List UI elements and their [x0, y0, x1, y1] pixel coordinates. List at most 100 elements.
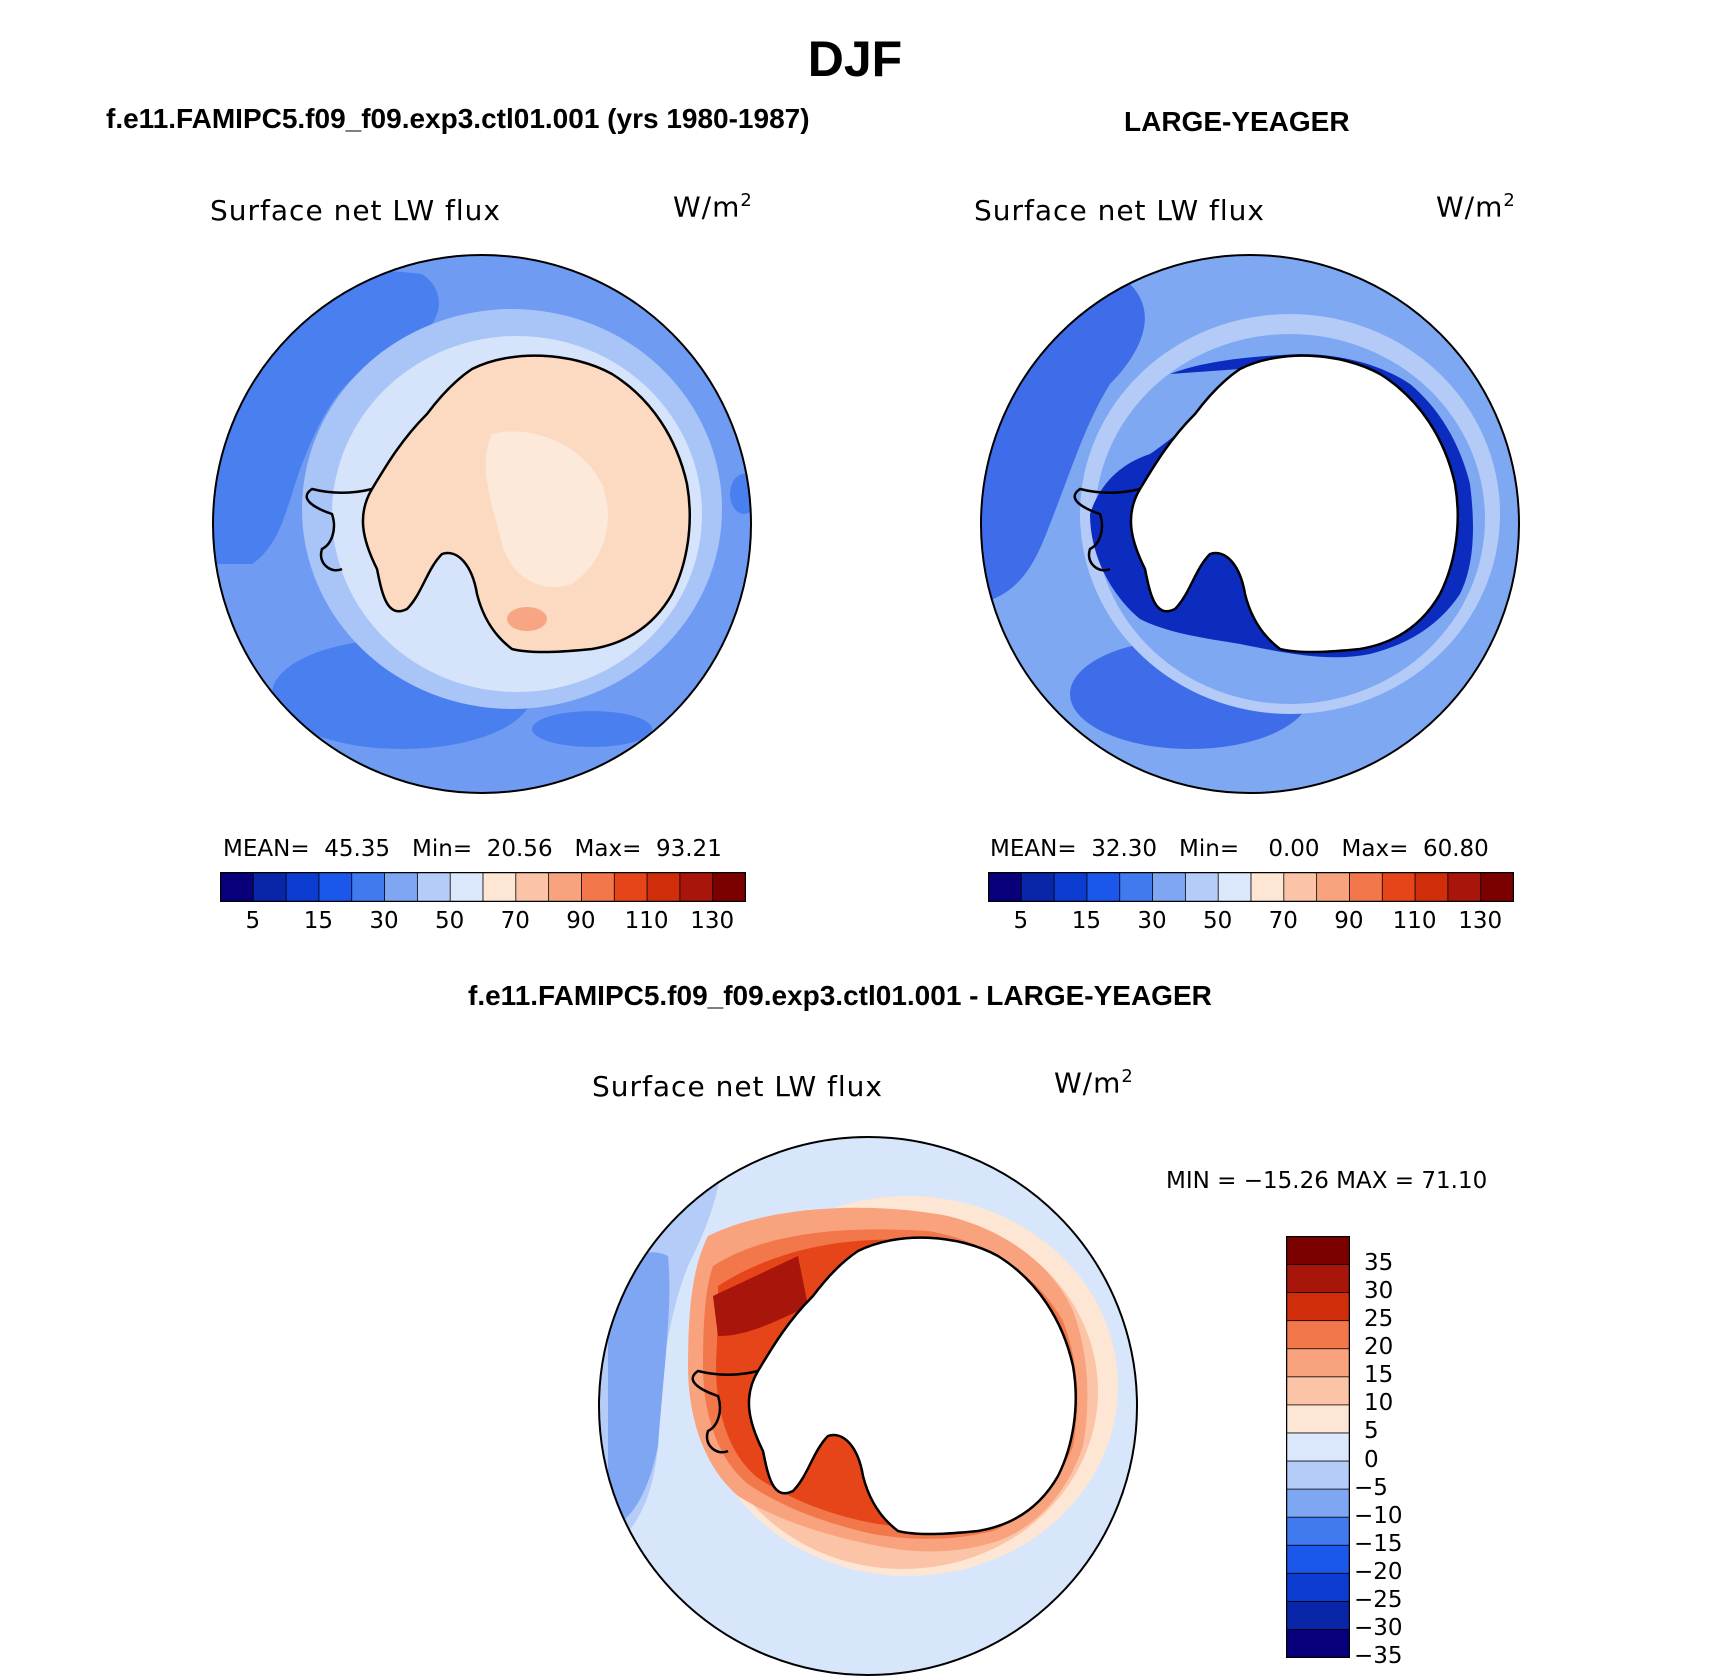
colorbar-difference-swatch — [1286, 1320, 1350, 1350]
panel-2-units: W/m2 — [1436, 190, 1516, 224]
colorbar-difference-tick-label: 20 — [1364, 1334, 1394, 1361]
colorbar-difference-tick-label: 30 — [1364, 1278, 1394, 1305]
panel-1-title: f.e11.FAMIPC5.f09_f09.exp3.ctl01.001 (yr… — [106, 103, 810, 134]
colorbar-swatch — [1020, 872, 1055, 902]
colorbar-difference-tick-label: −10 — [1354, 1502, 1403, 1529]
page-title: DJF — [807, 31, 903, 87]
colorbar-difference-tick-label: 0 — [1364, 1446, 1379, 1473]
colorbar-swatch — [1184, 872, 1219, 902]
colorbar-swatch — [1480, 872, 1514, 902]
colorbar-difference-swatch — [1286, 1432, 1350, 1462]
panel-2-stats: MEAN= 32.30 Min= 0.00 Max= 60.80 — [990, 836, 1489, 862]
colorbar-difference-tick-label: 35 — [1364, 1250, 1394, 1277]
map1-dark-patch-east — [730, 474, 751, 514]
colorbar-obs — [988, 872, 1514, 902]
colorbar-model — [220, 872, 746, 902]
map3-peninsula — [691, 1369, 759, 1454]
colorbar-difference-swatch — [1286, 1488, 1350, 1518]
colorbar-swatch — [1447, 872, 1482, 902]
colorbar-swatch — [679, 872, 714, 902]
panel-1-stats: MEAN= 45.35 Min= 20.56 Max= 93.21 — [223, 836, 722, 862]
map1-ice-light — [485, 431, 608, 588]
colorbar-difference-tick-label: −30 — [1354, 1614, 1403, 1641]
colorbar-swatch — [1283, 872, 1318, 902]
colorbar-difference-tick-label: −15 — [1354, 1530, 1403, 1557]
colorbar-swatch — [1316, 872, 1351, 902]
colorbar-tick-label: 30 — [1137, 908, 1167, 934]
colorbar-tick-label: 90 — [1334, 908, 1364, 934]
colorbar-difference — [1286, 1236, 1350, 1658]
colorbar-difference-tick-label: 10 — [1364, 1390, 1394, 1417]
colorbar-swatch — [646, 872, 681, 902]
map3-deep-red — [713, 1256, 808, 1336]
colorbar-swatch — [1349, 872, 1383, 902]
map1-peninsula — [305, 487, 373, 572]
colorbar-swatch — [613, 872, 648, 902]
colorbar-swatch — [449, 872, 484, 902]
panel-3-units: W/m2 — [1054, 1066, 1134, 1100]
panel-2-variable-label: Surface net LW flux — [974, 194, 1265, 227]
colorbar-swatch — [220, 872, 255, 902]
colorbar-difference-swatch — [1286, 1236, 1350, 1266]
colorbar-tick-label: 5 — [1013, 908, 1029, 934]
colorbar-difference-swatch — [1286, 1544, 1350, 1575]
colorbar-swatch — [1152, 872, 1187, 902]
colorbar-swatch — [712, 872, 746, 902]
colorbar-difference-swatch — [1286, 1629, 1350, 1658]
map1-dark-patch-southeast — [532, 711, 652, 747]
colorbar-swatch — [318, 872, 353, 902]
colorbar-swatch — [482, 872, 517, 902]
colorbar-swatch — [416, 872, 451, 902]
map1-ice-orange — [507, 607, 547, 631]
colorbar-swatch — [384, 872, 419, 902]
colorbar-tick-label: 70 — [500, 908, 530, 934]
colorbar-swatch — [252, 872, 287, 902]
map2-peninsula — [1073, 487, 1141, 572]
panel-3-variable-label: Surface net LW flux — [592, 1070, 883, 1103]
colorbar-tick-label: 130 — [1458, 908, 1503, 934]
colorbar-difference-tick-label: 5 — [1364, 1418, 1379, 1445]
panel-3-title: f.e11.FAMIPC5.f09_f09.exp3.ctl01.001 - L… — [468, 980, 1212, 1011]
colorbar-difference-tick-label: −25 — [1354, 1586, 1403, 1613]
panel-3-stats: MIN = −15.26 MAX = 71.10 — [1166, 1168, 1488, 1194]
panel-1-variable-label: Surface net LW flux — [210, 194, 501, 227]
map-model — [212, 254, 752, 794]
colorbar-difference-tick-label: −35 — [1354, 1643, 1403, 1669]
colorbar-swatch — [1217, 872, 1252, 902]
colorbar-swatch — [515, 872, 550, 902]
colorbar-tick-label: 50 — [1203, 908, 1233, 934]
colorbar-difference-swatch — [1286, 1600, 1350, 1631]
colorbar-swatch — [285, 872, 320, 902]
colorbar-swatch — [548, 872, 583, 902]
colorbar-swatch — [1086, 872, 1121, 902]
colorbar-tick-label: 90 — [566, 908, 596, 934]
colorbar-swatch — [1414, 872, 1449, 902]
colorbar-tick-label: 30 — [369, 908, 399, 934]
colorbar-swatch — [581, 872, 615, 902]
colorbar-swatch — [1381, 872, 1416, 902]
colorbar-tick-label: 110 — [1392, 908, 1437, 934]
colorbar-tick-label: 70 — [1268, 908, 1298, 934]
colorbar-difference-swatch — [1286, 1264, 1350, 1294]
colorbar-difference-tick-label: 15 — [1364, 1362, 1394, 1389]
colorbar-difference-swatch — [1286, 1460, 1350, 1490]
colorbar-tick-label: 110 — [624, 908, 669, 934]
colorbar-swatch — [351, 872, 386, 902]
colorbar-difference-tick-label: −20 — [1354, 1558, 1403, 1585]
colorbar-swatch — [1053, 872, 1088, 902]
colorbar-difference-tick-label: −5 — [1354, 1474, 1388, 1501]
panel-1-units: W/m2 — [673, 190, 753, 224]
colorbar-tick-label: 130 — [690, 908, 735, 934]
colorbar-tick-label: 50 — [435, 908, 465, 934]
colorbar-difference-swatch — [1286, 1348, 1350, 1378]
map-difference — [598, 1136, 1138, 1676]
colorbar-difference-swatch — [1286, 1292, 1350, 1322]
panel-2-title: LARGE-YEAGER — [1124, 106, 1350, 137]
colorbar-tick-label: 5 — [245, 908, 261, 934]
map3-blue-strip — [608, 1252, 670, 1526]
colorbar-difference-swatch — [1286, 1376, 1350, 1406]
colorbar-swatch — [988, 872, 1023, 902]
colorbar-difference-swatch — [1286, 1404, 1350, 1434]
map-obs — [980, 254, 1520, 794]
colorbar-tick-label: 15 — [1071, 908, 1102, 934]
